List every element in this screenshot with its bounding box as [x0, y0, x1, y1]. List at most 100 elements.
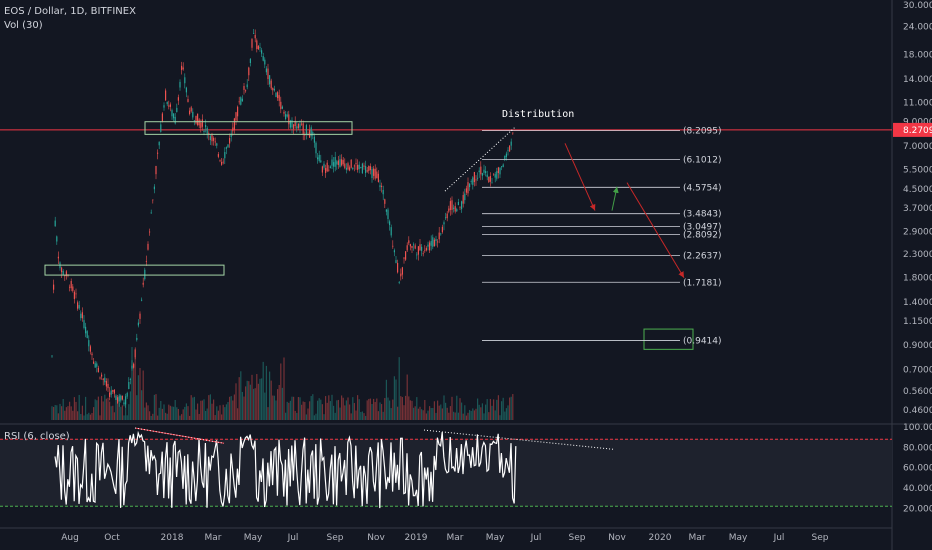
volume-bar	[264, 392, 266, 420]
volume-bar	[293, 396, 295, 420]
fib-level-label: (0.9414)	[683, 337, 722, 347]
volume-bar	[229, 396, 231, 420]
volume-bar	[349, 404, 351, 420]
volume-bar	[259, 378, 261, 420]
volume-bar	[289, 400, 291, 420]
volume-bar	[315, 413, 317, 420]
candle-body	[405, 251, 407, 260]
volume-bar	[291, 396, 293, 420]
candle-body	[480, 166, 482, 175]
distribution-label: Distribution	[502, 109, 574, 120]
candle-body	[350, 159, 352, 168]
volume-bar	[387, 397, 389, 420]
volume-bar	[80, 414, 82, 420]
volume-bar	[104, 394, 106, 420]
volume-bar	[155, 394, 157, 420]
current-price-badge	[893, 122, 932, 137]
candle-body	[489, 176, 491, 182]
volume-bar	[368, 398, 370, 420]
candle-body	[318, 154, 320, 162]
price-tick-label: 24.0000	[903, 23, 932, 33]
volume-bar	[101, 396, 103, 420]
candle-body	[104, 377, 106, 383]
candle-body	[102, 378, 104, 380]
candle-body	[83, 320, 85, 328]
time-tick-label: 2019	[405, 533, 428, 543]
volume-bar	[61, 406, 63, 420]
candle-body	[189, 110, 191, 115]
volume-bar	[241, 391, 243, 420]
volume-bar	[421, 409, 423, 420]
volume-bar	[318, 398, 320, 420]
volume-bar	[504, 411, 506, 420]
candle-body	[373, 168, 375, 176]
volume-bar	[91, 412, 93, 420]
candle-body	[265, 68, 267, 73]
rsi-tick-label: 60.0000	[903, 464, 932, 474]
volume-bar	[461, 402, 463, 420]
candle-body	[349, 167, 351, 171]
candle-body	[429, 242, 431, 251]
price-tick-label: 2.3000	[903, 250, 932, 260]
candle-body	[139, 313, 141, 319]
candle-body	[113, 389, 115, 394]
volume-bar	[219, 405, 221, 420]
volume-bar	[173, 406, 175, 420]
volume-bar	[296, 412, 298, 420]
candle-body	[337, 160, 339, 165]
volume-bar	[429, 406, 431, 420]
rsi-tick-label: 100.0000	[903, 423, 932, 433]
volume-bar	[214, 415, 216, 420]
candle-body	[227, 144, 229, 148]
candle-body	[326, 162, 328, 172]
price-tick-label: 1.1500	[903, 317, 932, 327]
volume-bar	[494, 410, 496, 420]
volume-bar	[454, 412, 456, 420]
volume-bar	[64, 410, 66, 420]
candle-body	[507, 149, 509, 151]
volume-bar	[363, 413, 365, 420]
candle-body	[253, 32, 255, 34]
volume-bar	[182, 409, 184, 420]
candle-body	[105, 381, 107, 387]
candle-body	[382, 189, 384, 195]
candle-body	[457, 201, 459, 206]
volume-bars	[51, 347, 514, 420]
volume-bar	[190, 395, 192, 420]
candle-body	[203, 130, 205, 133]
candle-body	[374, 168, 376, 179]
volume-bar	[360, 411, 362, 420]
candle-body	[451, 200, 453, 210]
volume-bar	[81, 405, 83, 420]
volume-bar	[267, 407, 269, 420]
candle-body	[192, 111, 194, 118]
volume-bar	[245, 386, 247, 420]
volume-bar	[304, 402, 306, 420]
time-tick-label: Mar	[447, 533, 464, 543]
volume-bar	[414, 406, 416, 420]
candle-body	[321, 166, 323, 173]
candle-body	[241, 98, 243, 102]
candle-body	[217, 154, 219, 157]
volume-bar	[54, 405, 56, 420]
candle-body	[398, 282, 400, 283]
candle-body	[473, 172, 475, 183]
volume-bar	[181, 414, 183, 420]
volume-bar	[486, 399, 488, 420]
candle-body	[136, 337, 138, 340]
candle-body	[213, 137, 215, 141]
candle-body	[475, 179, 477, 181]
volume-bar	[285, 412, 287, 420]
candle-body	[161, 113, 163, 122]
volume-bar	[488, 412, 490, 420]
volume-bar	[99, 415, 101, 420]
candle-body	[400, 273, 402, 277]
volume-bar	[350, 413, 352, 420]
volume-bar	[397, 406, 399, 420]
candle-body	[171, 110, 173, 117]
time-tick-label: Jul	[530, 533, 542, 543]
volume-bar	[246, 380, 248, 420]
candle-body	[233, 118, 235, 130]
candle-body	[432, 237, 434, 247]
